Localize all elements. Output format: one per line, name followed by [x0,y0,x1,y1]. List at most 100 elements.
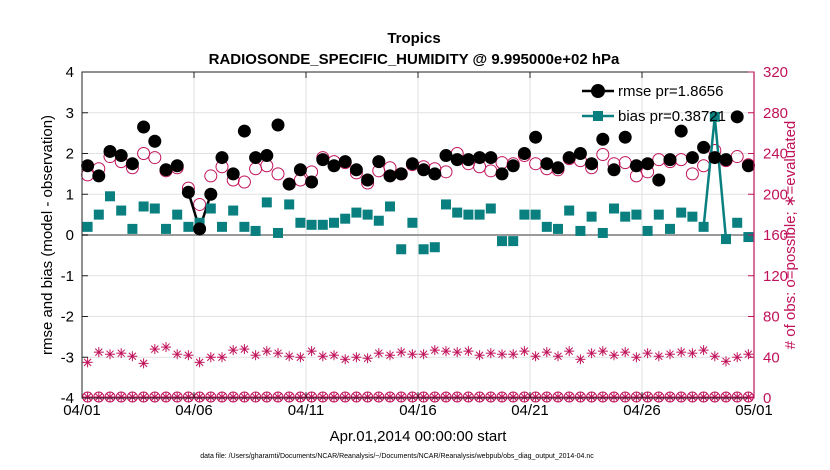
evaluated-obs-baseline-point [407,392,418,402]
rmse-point [249,151,263,165]
bias-point [676,207,687,218]
rmse-point [719,153,733,167]
rmse-point [405,157,419,171]
evaluated-obs-baseline-point [261,392,272,402]
evaluated-obs-baseline-point [441,392,451,402]
evaluated-obs-baseline-point [362,392,373,402]
rmse-point [708,151,722,165]
rmse-point [562,151,576,165]
rmse-point [529,130,543,144]
y-tick-label: 4 [66,64,74,81]
bias-point [172,209,183,220]
evaluated-obs-baseline-point [217,392,227,402]
evaluated-obs-baseline-point [317,392,328,402]
evaluated-obs-baseline-point [194,392,205,402]
rmse-point [730,110,744,124]
evaluated-obs-point [452,347,463,358]
evaluated-obs-point [530,351,541,362]
evaluated-obs-baseline-point [620,392,631,402]
y-tick-label: -3 [61,349,74,366]
rmse-point [338,155,352,169]
bias-point [273,227,283,238]
y2-tick-label: 280 [763,105,788,122]
evaluated-obs-baseline-point [351,392,362,402]
bias-point [586,211,597,222]
y-tick-label: 2 [66,146,74,163]
x-tick-label: 04/11 [288,402,324,419]
evaluated-obs-point [138,358,149,369]
rmse-point [629,159,643,173]
rmse-point [450,153,464,167]
rmse-point [741,159,755,173]
rmse-point [663,153,677,167]
x-tick-label: 04/26 [623,402,661,419]
evaluated-obs-baseline-point [564,392,575,402]
evaluated-obs-baseline-point [373,392,384,402]
evaluated-obs-point [82,357,93,368]
evaluated-obs-point [250,350,261,361]
rmse-point [540,157,554,171]
evaluated-obs-baseline-point [138,392,149,402]
y2-tick-label: 320 [763,64,788,81]
bias-point [306,219,317,230]
rmse-point [394,167,408,181]
legend-bias-label: bias pr=0.38721 [618,108,726,125]
rmse-point [697,140,711,154]
bias-point [441,199,451,210]
evaluated-obs-point [586,348,597,359]
bias-point [284,199,295,210]
evaluated-obs-baseline-point [161,392,171,402]
bias-point [418,244,429,255]
bias-point [687,211,698,222]
evaluated-obs-baseline-point [631,392,642,402]
rmse-point [573,147,587,160]
bias-point [228,205,239,216]
rmse-point [618,130,632,144]
evaluated-obs-point [105,349,115,360]
evaluated-obs-point [575,354,586,365]
evaluated-obs-baseline-point [205,392,216,402]
evaluated-obs-point [721,356,731,367]
bias-point [452,207,463,218]
bias-point [138,201,149,212]
rmse-point [585,157,599,171]
y-tick-label: -1 [61,268,74,285]
bias-point [631,209,642,220]
bias-point [429,242,440,253]
y2-tick-label: 160 [763,227,788,244]
bias-point [351,207,362,218]
rmse-point [484,151,498,165]
evaluated-obs-point [396,347,407,358]
evaluated-obs-point [340,354,351,365]
rmse-point [495,167,509,181]
evaluated-obs-point [642,348,653,359]
evaluated-obs-point [497,349,507,360]
evaluated-obs-point [609,350,619,361]
evaluated-obs-point [93,347,104,358]
rmse-point [461,153,475,167]
evaluated-obs-point [284,351,295,362]
evaluated-obs-baseline-point [530,392,541,402]
rmse-point [137,120,151,134]
evaluated-obs-point [732,352,743,363]
evaluated-obs-baseline-point [553,392,563,402]
legend: rmse pr=1.8656 bias pr=0.38721 [582,83,726,125]
rmse-point [215,151,229,165]
evaluated-obs-point [676,347,687,358]
possible-obs-point [148,151,162,165]
evaluated-obs-point [149,344,160,355]
rmse-point [674,124,688,138]
bias-point [732,217,743,228]
evaluated-obs-point [217,352,227,363]
evaluated-obs-point [485,348,496,359]
bias-point [698,221,709,232]
bias-point [261,197,272,208]
evaluated-obs-baseline-point [732,392,743,402]
rmse-point [641,157,655,171]
rmse-point [596,132,610,146]
bias-point [642,225,653,236]
rmse-point [237,124,251,138]
evaluated-obs-point [597,346,608,357]
evaluated-obs-point [261,346,272,357]
